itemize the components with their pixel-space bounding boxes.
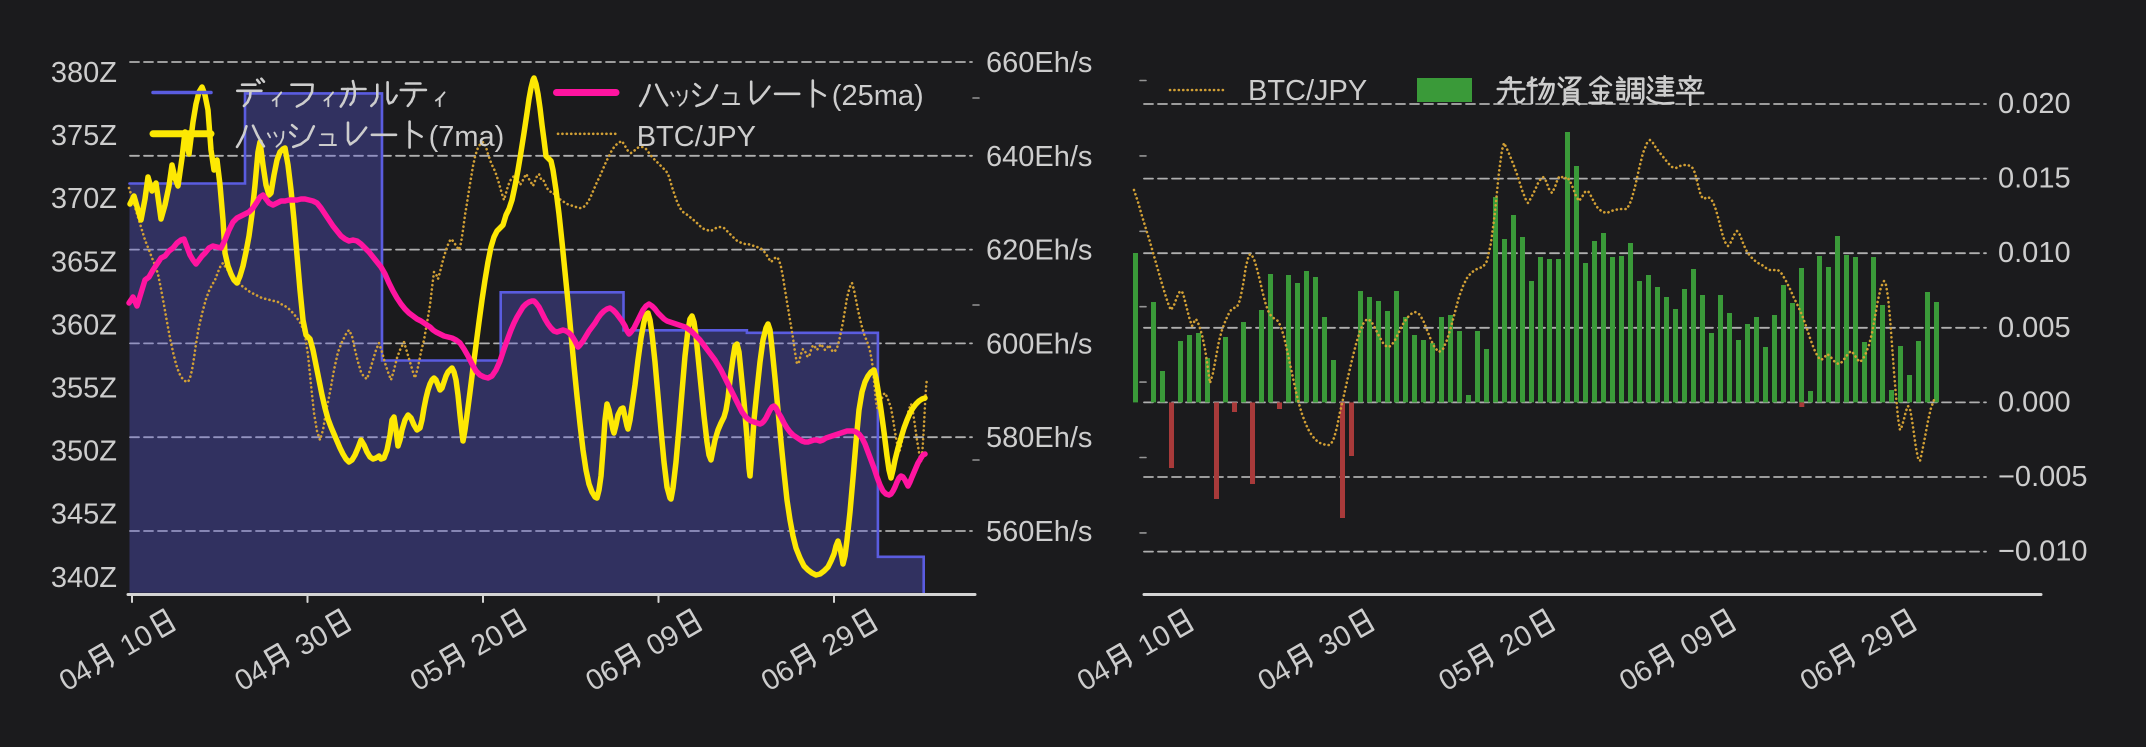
svg-text:340Z: 340Z xyxy=(51,562,117,594)
svg-text:345Z: 345Z xyxy=(51,499,117,531)
svg-text:380Z: 380Z xyxy=(51,57,117,89)
svg-text:(25ma): (25ma) xyxy=(832,80,924,112)
svg-text:560Eh/s: 560Eh/s xyxy=(986,516,1092,548)
svg-text:(7ma): (7ma) xyxy=(429,121,505,153)
svg-text:BTC/JPY: BTC/JPY xyxy=(637,121,756,153)
svg-text:0.000: 0.000 xyxy=(1998,386,2071,418)
svg-text:375Z: 375Z xyxy=(51,120,117,152)
svg-text:365Z: 365Z xyxy=(51,246,117,278)
svg-text:BTC/JPY: BTC/JPY xyxy=(1248,75,1367,107)
svg-text:620Eh/s: 620Eh/s xyxy=(986,235,1092,267)
svg-text:0.010: 0.010 xyxy=(1998,237,2071,269)
svg-text:370Z: 370Z xyxy=(51,183,117,215)
svg-text:0.005: 0.005 xyxy=(1998,312,2071,344)
svg-text:660Eh/s: 660Eh/s xyxy=(986,47,1092,79)
svg-text:360Z: 360Z xyxy=(51,309,117,341)
svg-text:600Eh/s: 600Eh/s xyxy=(986,328,1092,360)
svg-text:−0.005: −0.005 xyxy=(1998,461,2088,493)
svg-text:355Z: 355Z xyxy=(51,373,117,405)
svg-text:−0.010: −0.010 xyxy=(1998,536,2088,568)
svg-text:0.015: 0.015 xyxy=(1998,163,2071,195)
svg-text:0.020: 0.020 xyxy=(1998,88,2071,120)
svg-text:580Eh/s: 580Eh/s xyxy=(986,422,1092,454)
svg-text:350Z: 350Z xyxy=(51,436,117,468)
svg-text:640Eh/s: 640Eh/s xyxy=(986,141,1092,173)
